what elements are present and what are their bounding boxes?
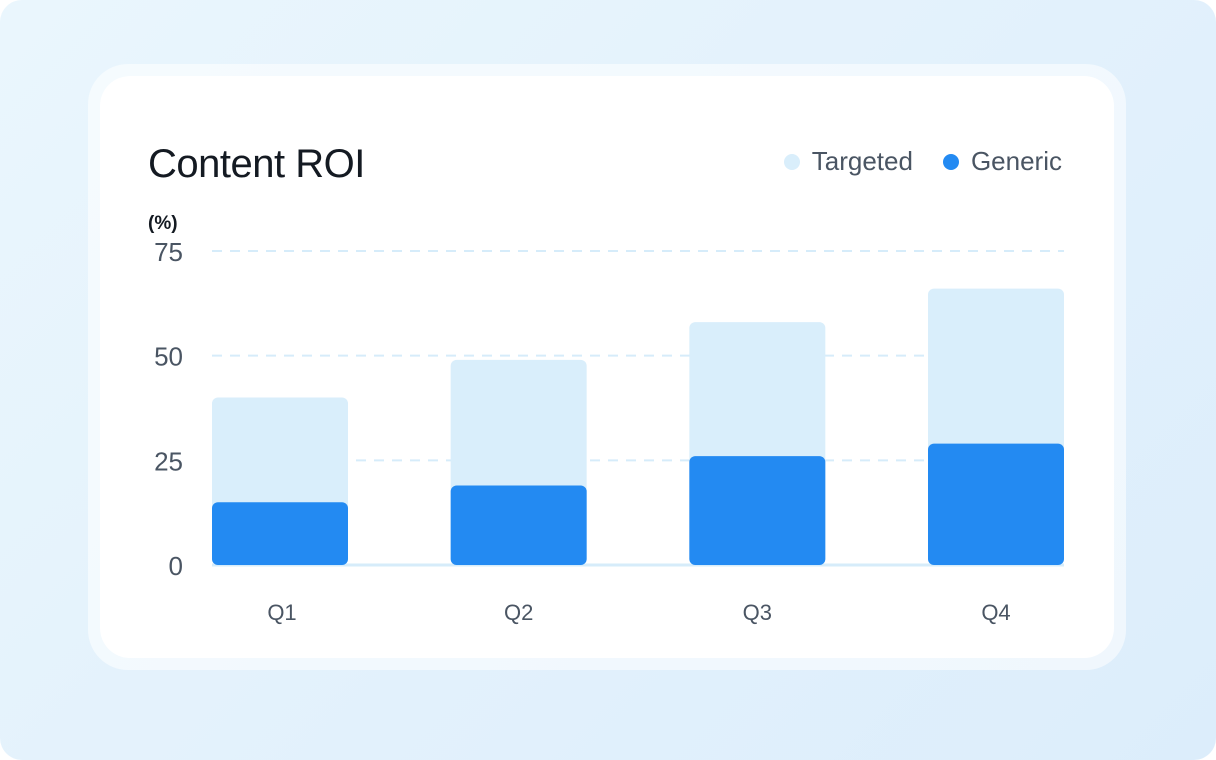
bar-generic-q3[interactable] (689, 456, 826, 565)
x-tick-label-q3: Q3 (743, 600, 772, 625)
legend-swatch-targeted (783, 153, 800, 170)
chart-title: Content ROI (148, 142, 365, 186)
legend-item-generic[interactable]: Generic (942, 146, 1062, 177)
y-tick-label: 25 (154, 446, 183, 476)
legend-item-targeted[interactable]: Targeted (783, 146, 913, 177)
x-tick-label-q4: Q4 (981, 600, 1010, 625)
legend-swatch-generic (942, 153, 959, 170)
legend-label-generic: Generic (970, 146, 1062, 176)
y-tick-label: 75 (154, 237, 183, 267)
bar-generic-q1[interactable] (212, 502, 348, 565)
bar-generic-q2[interactable] (450, 485, 587, 565)
x-tick-label-q1: Q1 (267, 600, 296, 625)
y-tick-label: 0 (169, 551, 183, 581)
legend-label-targeted: Targeted (811, 146, 913, 176)
x-tick-label-q2: Q2 (504, 600, 533, 625)
y-axis-unit-label: (%) (148, 213, 178, 234)
y-tick-label: 50 (154, 342, 183, 372)
bar-generic-q4[interactable] (928, 443, 1064, 565)
chart-legend: Targeted Generic (783, 146, 1062, 177)
